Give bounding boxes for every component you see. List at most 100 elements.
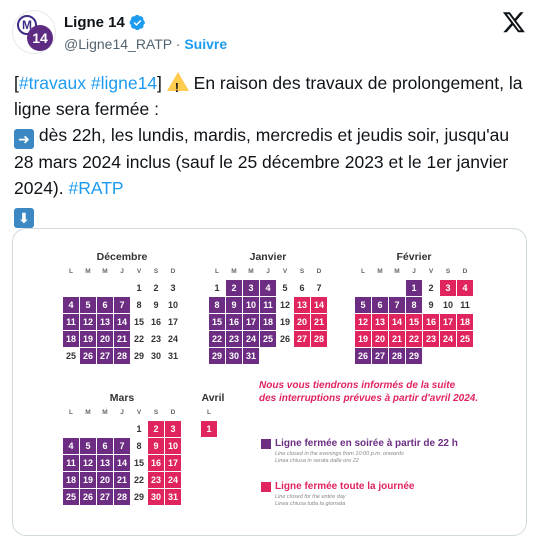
hashtag-ligne14[interactable]: #ligne14 xyxy=(90,73,158,93)
empty-cell xyxy=(80,280,96,296)
weekday-label: L xyxy=(361,268,365,275)
info-line-2: des interruptions prévues à partir d'avr… xyxy=(259,393,479,404)
weekday-label: J xyxy=(266,268,270,275)
day-cell: 21 xyxy=(389,331,405,347)
legend-fullday-en: Line closed for the entire day xyxy=(275,494,346,500)
day-cell: 5 xyxy=(80,438,96,454)
weekday-label: D xyxy=(462,268,468,275)
weekday-label: J xyxy=(120,268,124,275)
day-cell: 15 xyxy=(406,314,422,330)
tweet-line-2: dès 22h, les lundis, mardis, mercredis e… xyxy=(14,125,510,198)
day-cell: 26 xyxy=(279,334,290,344)
day-cell: 8 xyxy=(406,297,422,313)
calendar-image[interactable]: Nous vous tiendrons informés de la suite… xyxy=(12,228,527,536)
legend-evening-en: Line closed in the evenings from 10:00 p… xyxy=(275,451,404,457)
empty-cell xyxy=(63,421,79,437)
account-name[interactable]: Ligne 14 xyxy=(64,14,146,31)
day-cell: 11 xyxy=(63,455,79,471)
day-cell: 30 xyxy=(148,489,164,505)
day-cell: 7 xyxy=(389,297,405,313)
day-cell: 1 xyxy=(136,424,142,434)
day-cell: 12 xyxy=(80,314,96,330)
day-cell: 8 xyxy=(136,441,142,451)
empty-cell xyxy=(97,421,113,437)
day-cell: 9 xyxy=(153,300,159,310)
day-cell: 7 xyxy=(316,283,322,293)
empty-cell xyxy=(80,421,96,437)
legend-evening-label: Ligne fermée en soirée à partir de 22 h xyxy=(275,438,458,449)
day-cell: 27 xyxy=(97,348,113,364)
tweet-text: [#travaux #ligne14] En raison des travau… xyxy=(14,70,529,228)
day-cell: 10 xyxy=(442,300,453,310)
day-cell: 30 xyxy=(150,351,161,361)
avatar[interactable]: M 14 xyxy=(12,10,56,54)
day-cell: 1 xyxy=(406,280,422,296)
day-cell: 9 xyxy=(428,300,434,310)
day-cell: 11 xyxy=(460,300,470,310)
day-cell: 1 xyxy=(201,421,217,437)
weekday-label: M xyxy=(377,268,383,275)
day-cell: 20 xyxy=(294,314,310,330)
day-cell: 11 xyxy=(260,297,276,313)
day-cell: 25 xyxy=(65,351,76,361)
month-3: Mars L M M J V S D 1 2 3 4 5 6 7 8 9 10 11 12 13 14 15 16 17 18 19… xyxy=(63,392,181,505)
day-cell: 20 xyxy=(372,331,388,347)
day-cell: 16 xyxy=(423,314,439,330)
weekday-label: M xyxy=(85,409,91,416)
arrow-right-icon: ➜ xyxy=(14,129,34,149)
separator: · xyxy=(175,36,181,52)
day-cell: 31 xyxy=(165,489,181,505)
weekday-label: L xyxy=(207,409,211,416)
weekday-label: J xyxy=(412,268,416,275)
day-cell: 9 xyxy=(148,438,164,454)
day-cell: 20 xyxy=(97,331,113,347)
weekday-label: S xyxy=(153,409,159,416)
day-cell: 16 xyxy=(226,314,242,330)
day-cell: 1 xyxy=(214,283,220,293)
follow-button[interactable]: Suivre xyxy=(184,36,228,52)
day-cell: 12 xyxy=(80,455,96,471)
day-cell: 31 xyxy=(167,351,178,361)
day-cell: 9 xyxy=(226,297,242,313)
day-grid: 1 2 3 4 5 6 7 8 9 10 11 12 13 14 15 16 17 18 19 20 21 22 23 24 2… xyxy=(209,280,327,364)
bracket-close: ] xyxy=(157,73,167,93)
day-cell: 17 xyxy=(167,317,178,327)
day-cell: 1 xyxy=(136,283,142,293)
empty-cell xyxy=(97,280,113,296)
day-cell: 28 xyxy=(389,348,405,364)
day-cell: 12 xyxy=(279,300,290,310)
day-cell: 11 xyxy=(63,314,79,330)
line-14-logo: 14 xyxy=(27,25,53,51)
day-cell: 22 xyxy=(133,475,144,485)
account-name-text[interactable]: Ligne 14 xyxy=(64,14,125,31)
weekday-header: L xyxy=(201,409,225,421)
day-cell: 15 xyxy=(209,314,225,330)
day-cell: 23 xyxy=(148,472,164,488)
day-cell: 13 xyxy=(97,455,113,471)
hashtag-ratp[interactable]: #RATP xyxy=(68,178,124,198)
day-cell: 10 xyxy=(243,297,259,313)
weekday-label: J xyxy=(120,409,124,416)
handle-text[interactable]: @Ligne14_RATP xyxy=(64,36,172,52)
day-cell: 10 xyxy=(167,300,178,310)
warning-icon xyxy=(166,72,189,101)
day-cell: 29 xyxy=(133,492,144,502)
weekday-label: S xyxy=(153,268,159,275)
legend-evening-swatch xyxy=(261,439,271,449)
weekday-label: M xyxy=(231,268,237,275)
day-cell: 2 xyxy=(428,283,434,293)
hashtag-travaux[interactable]: #travaux xyxy=(18,73,86,93)
weekday-label: M xyxy=(394,268,400,275)
day-cell: 3 xyxy=(170,283,176,293)
empty-cell xyxy=(114,280,130,296)
weekday-label: V xyxy=(136,409,142,416)
empty-cell xyxy=(355,280,371,296)
day-cell: 5 xyxy=(282,283,288,293)
day-cell: 10 xyxy=(165,438,181,454)
x-logo-icon[interactable] xyxy=(502,10,526,34)
day-cell: 20 xyxy=(97,472,113,488)
day-cell: 26 xyxy=(80,348,96,364)
